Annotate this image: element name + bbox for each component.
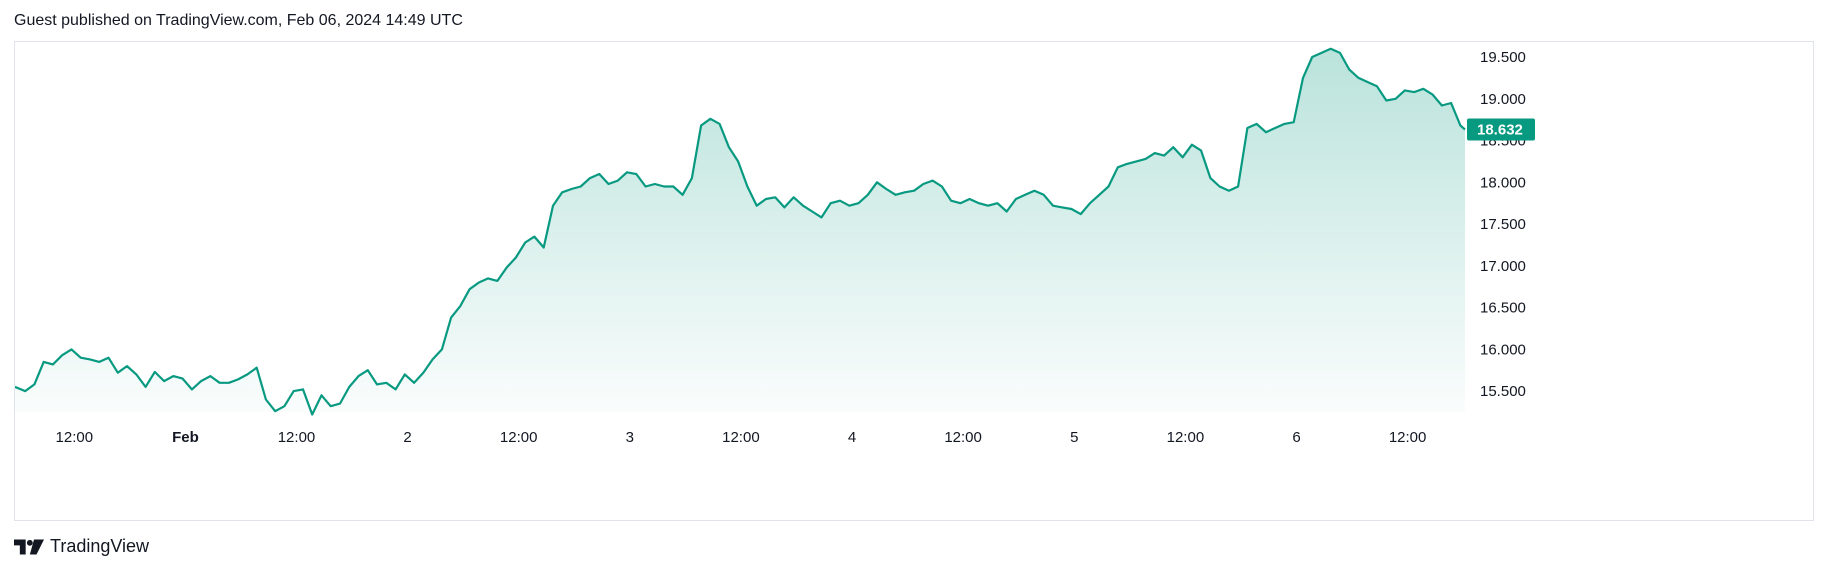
x-date-label: 6 — [1292, 429, 1300, 446]
x-time-label: 12:00 — [500, 429, 538, 446]
y-tick-label: 15.500 — [1480, 383, 1526, 400]
y-tick-label: 17.000 — [1480, 258, 1526, 275]
x-time-label: 12:00 — [56, 429, 94, 446]
last-price-badge — [1467, 118, 1535, 141]
tradingview-logo-icon — [14, 539, 44, 554]
published-caption: Guest published on TradingView.com, Feb … — [14, 12, 463, 29]
area-fill — [15, 48, 1465, 415]
x-time-label: 12:00 — [944, 429, 982, 446]
x-date-label: 2 — [403, 429, 411, 446]
y-tick-label: 19.000 — [1480, 91, 1526, 108]
y-tick-label: 17.500 — [1480, 216, 1526, 233]
x-time-label: 12:00 — [722, 429, 760, 446]
chart-panel[interactable]: 15.500 16.000 16.500 17.000 17.500 18.000 18.5… — [14, 41, 1814, 521]
x-time-label: 12:00 — [1167, 429, 1205, 446]
last-price-label: 18.632 — [1477, 122, 1523, 139]
x-time-label: 12:00 — [1389, 429, 1427, 446]
brand-name: TradingView — [50, 536, 150, 556]
x-date-label: 5 — [1070, 429, 1078, 446]
y-tick-label: 16.000 — [1480, 341, 1526, 358]
x-date-label: 4 — [848, 429, 856, 446]
y-tick-label: 18.000 — [1480, 174, 1526, 191]
footer-brand[interactable]: TradingView — [14, 536, 149, 557]
x-time-label: 12:00 — [278, 429, 316, 446]
x-date-label: 3 — [626, 429, 634, 446]
price-line[interactable] — [15, 47, 1466, 416]
y-tick-label: 19.500 — [1480, 49, 1526, 66]
price-chart[interactable]: 15.50016.00016.50017.00017.50018.00018.5… — [15, 42, 1813, 520]
x-date-label: Feb — [172, 429, 199, 446]
y-tick-label: 16.500 — [1480, 300, 1526, 317]
